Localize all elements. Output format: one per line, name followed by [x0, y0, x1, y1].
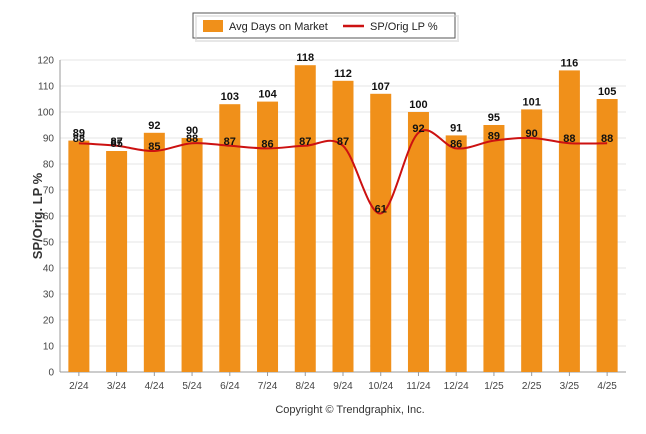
x-tick-label: 2/25: [522, 381, 542, 392]
bar-days-on-market: [596, 99, 618, 372]
y-tick-label: 110: [38, 82, 54, 93]
line-value-label: 61: [375, 203, 387, 215]
bar-value-label: 116: [561, 57, 579, 69]
legend-label-bar: Avg Days on Market: [229, 21, 328, 33]
y-tick-label: 30: [43, 290, 55, 301]
bar-value-label: 100: [409, 99, 427, 111]
line-value-label: 87: [299, 136, 311, 148]
line-value-label: 92: [412, 123, 424, 135]
bar-value-label: 118: [296, 52, 314, 64]
axes: 0 10 20 30 40 50 60 70 80 90 100 110 120 2/24 3/24 4/24…: [37, 56, 626, 392]
bar-days-on-market: [483, 125, 505, 372]
x-tick-label: 3/25: [560, 381, 580, 392]
bar-value-label: 92: [148, 120, 160, 132]
x-tick-label: 4/25: [597, 381, 617, 392]
legend-box: [192, 12, 456, 39]
bar-days-on-market: [219, 104, 241, 372]
y-tick-label: 10: [43, 342, 55, 353]
y-tick-label: 20: [43, 316, 55, 327]
bar-days-on-market: [257, 101, 279, 372]
bar-days-on-market: [521, 109, 543, 373]
bar-value-label: 90: [186, 125, 198, 137]
line-value-label: 88: [73, 133, 85, 145]
line-value-label: 88: [563, 133, 575, 145]
y-tick-label: 90: [43, 134, 55, 145]
x-tick-label: 5/24: [182, 381, 202, 392]
x-tick-label: 11/24: [406, 381, 431, 392]
x-tick-label: 4/24: [145, 381, 165, 392]
y-axis-title: SP/Orig. LP %: [30, 172, 45, 259]
legend: Avg Days on Market SP/Orig LP %: [192, 12, 459, 42]
y-tick-label: 40: [43, 264, 55, 275]
line-value-label: 86: [450, 138, 462, 150]
bar-days-on-market: [294, 65, 316, 372]
line-sp-orig-lp: [78, 129, 608, 215]
y-tick-label: 80: [43, 160, 55, 171]
bar-value-label: 105: [598, 86, 616, 98]
y-tick-label: 100: [37, 108, 54, 119]
bar-value-label: 103: [221, 91, 239, 103]
x-tick-label: 6/24: [220, 381, 240, 392]
legend-label-line: SP/Orig LP %: [370, 21, 438, 33]
bar-days-on-market: [445, 135, 467, 372]
x-tick-label: 2/24: [69, 381, 89, 392]
y-tick-label: 0: [48, 368, 54, 379]
line-value-label: 89: [488, 131, 500, 143]
y-tick-label: 50: [43, 238, 55, 249]
bar-series: [68, 65, 618, 373]
x-tick-label: 3/24: [107, 381, 127, 392]
line-value-label: 87: [337, 136, 349, 148]
line-value-label: 88: [186, 133, 198, 145]
line-series: [78, 129, 608, 215]
x-tick-label: 10/24: [368, 381, 393, 392]
data-labels: 89 85 92 90 103 104 118 112 107 100 91 95 101 116 105 8…: [73, 52, 617, 215]
legend-swatch-bar: [203, 20, 223, 32]
x-tick-label: 7/24: [258, 381, 278, 392]
x-tick-label: 1/25: [484, 381, 504, 392]
bar-value-label: 89: [73, 128, 85, 140]
bar-value-label: 104: [258, 89, 277, 101]
y-tick-label: 60: [43, 212, 55, 223]
bar-days-on-market: [143, 132, 165, 372]
bar-value-label: 101: [522, 96, 540, 108]
bar-value-label: 91: [450, 122, 462, 134]
line-value-label: 85: [148, 141, 160, 153]
copyright-text: Copyright © Trendgraphix, Inc.: [275, 404, 424, 416]
x-tick-label: 12/24: [444, 381, 469, 392]
bar-days-on-market: [370, 93, 392, 373]
bar-value-label: 107: [372, 81, 390, 93]
y-tick-label: 120: [37, 56, 54, 67]
bar-days-on-market: [181, 138, 203, 372]
bar-days-on-market: [68, 140, 90, 372]
bar-days-on-market: [558, 70, 580, 373]
line-value-label: 86: [261, 138, 273, 150]
line-value-label: 87: [224, 136, 236, 148]
bar-value-label: 112: [334, 68, 352, 80]
line-value-label: 87: [110, 136, 122, 148]
bar-value-label: 95: [488, 112, 500, 124]
bar-days-on-market: [106, 151, 128, 372]
bar-value-label: 85: [110, 138, 122, 150]
bar-days-on-market: [407, 112, 429, 372]
line-value-label: 90: [526, 128, 538, 140]
line-value-label: 88: [601, 133, 613, 145]
x-tick-label: 8/24: [296, 381, 316, 392]
y-tick-label: 70: [43, 186, 55, 197]
x-tick-label: 9/24: [333, 381, 353, 392]
bar-days-on-market: [332, 80, 354, 373]
